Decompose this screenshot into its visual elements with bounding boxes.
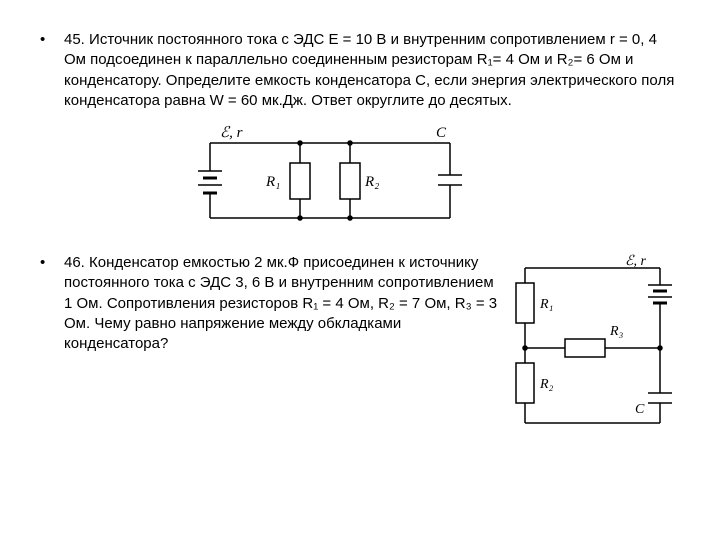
problem-45-num: 45. xyxy=(64,31,85,48)
problem-45-text: 45. Источник постоянного тока с ЭДС E = … xyxy=(64,30,680,111)
problem-45: • 45. Источник постоянного тока с ЭДС E … xyxy=(40,30,680,111)
r2-label: R₂ xyxy=(364,174,379,190)
r3-label-46: R₃ xyxy=(609,324,624,339)
r2-label-46: R₂ xyxy=(539,377,554,392)
problem-46-body: Конденсатор емкостью 2 мк.Ф присоединен … xyxy=(64,254,497,352)
bullet: • xyxy=(40,30,64,111)
problem-46-num: 46. xyxy=(64,254,85,271)
emf-label: ℰ, r xyxy=(220,125,243,141)
circuit-diagram-45: ℰ, r R₁ R₂ C xyxy=(190,123,680,233)
r1-label: R₁ xyxy=(265,174,280,190)
problem-46-row: • 46. Конденсатор емкостью 2 мк.Ф присое… xyxy=(40,253,680,444)
emf-label-46: ℰ, r xyxy=(625,254,646,269)
problem-45-body: Источник постоянного тока с ЭДС E = 10 В… xyxy=(64,31,674,109)
c-label: C xyxy=(436,125,447,141)
bullet: • xyxy=(40,253,64,354)
r1-label-46: R₁ xyxy=(539,297,553,312)
circuit-diagram-46: ℰ, r R₁ R₂ R₃ C xyxy=(510,253,680,444)
problem-46-text: 46. Конденсатор емкостью 2 мк.Ф присоеди… xyxy=(64,253,502,354)
c-label-46: C xyxy=(635,402,645,417)
